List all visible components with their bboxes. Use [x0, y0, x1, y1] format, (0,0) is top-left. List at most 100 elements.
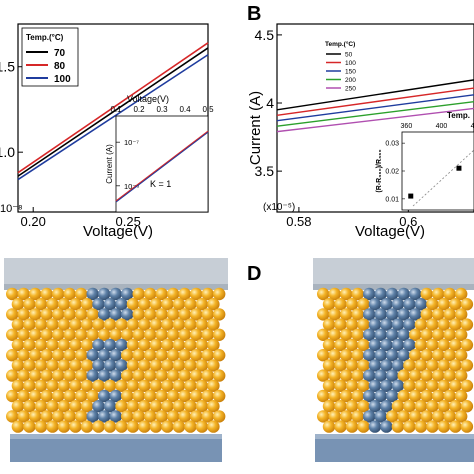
simulation-c-gold-atom — [167, 328, 180, 341]
simulation-c-gold-atom — [144, 328, 157, 341]
simulation-d-gold-atom — [455, 308, 468, 321]
simulation-c-gold-atom — [29, 308, 42, 321]
simulation-d-blue-atom — [374, 369, 387, 382]
simulation-c-gold-atom — [172, 338, 186, 352]
simulation-c-gold-atom — [6, 328, 19, 341]
simulation-d-gold-atom — [357, 338, 370, 352]
simulation-d-gold-atom — [403, 400, 416, 413]
simulation-d-gold-atom — [317, 369, 330, 382]
simulation-c-gold-atom — [75, 308, 88, 321]
simulation-c-gold-atom — [80, 298, 94, 311]
simulation-c-gold-atom — [57, 338, 71, 352]
simulation-c-gold-atom — [213, 308, 226, 321]
simulation-c-gold-atom — [52, 410, 65, 423]
simulation-c-gold-atom — [132, 287, 145, 301]
simulation-c-blue-atom — [92, 400, 105, 413]
simulation-d-gold-atom — [432, 369, 445, 382]
simulation-c-gold-atom — [190, 369, 203, 382]
simulation-d-blue-atom — [363, 349, 376, 362]
chart-b-y-tick-label: 4.5 — [255, 27, 275, 43]
simulation-d-blue-atom — [374, 410, 387, 423]
simulation-d-gold-atom — [414, 379, 428, 392]
simulation-d-blue-atom — [368, 338, 382, 352]
simulation-c-gold-atom — [213, 369, 226, 382]
simulation-c-gold-atom — [155, 287, 168, 301]
simulation-c-gold-atom — [126, 400, 140, 413]
simulation-c-blue-atom — [98, 308, 111, 321]
simulation-c-blue-atom — [109, 410, 122, 423]
simulation-c-gold-atom — [178, 410, 191, 423]
simulation-c-gold-atom — [161, 298, 174, 311]
simulation-d-gold-atom — [443, 328, 456, 341]
simulation-c-gold-atom — [115, 420, 128, 433]
simulation-c-gold-atom — [201, 410, 214, 423]
simulation-d-gold-atom — [351, 369, 364, 382]
chart-a-series-line-80 — [17, 42, 209, 174]
chart-b-inset-point — [408, 193, 414, 199]
panel-d-label: D — [247, 263, 261, 285]
simulation-c-gold-atom — [207, 338, 220, 352]
simulation-d-gold-atom — [426, 379, 439, 392]
simulation-c-gold-atom — [178, 287, 191, 301]
simulation-d-gold-atom — [460, 318, 474, 331]
simulation-c-gold-atom — [63, 308, 76, 321]
simulation-c-gold-atom — [172, 400, 186, 413]
simulation-d-gold-atom — [443, 369, 456, 382]
simulation-d-gold-atom — [443, 389, 456, 403]
simulation-c-gold-atom — [190, 349, 203, 362]
chart-a-legend-label: 100 — [54, 74, 71, 85]
simulation-c-gold-atom — [213, 349, 226, 362]
simulation-c-gold-atom — [184, 400, 197, 413]
simulation-c-gold-atom — [98, 328, 111, 341]
simulation-c-gold-atom — [207, 420, 220, 433]
simulation-c-gold-atom — [40, 369, 53, 382]
simulation-c-gold-atom — [149, 359, 163, 372]
simulation-c-gold-atom — [195, 298, 209, 311]
simulation-c-gold-atom — [126, 298, 140, 311]
simulation-c-gold-atom — [138, 318, 151, 331]
simulation-d-gold-atom — [351, 328, 364, 341]
simulation-c-blue-atom — [92, 298, 105, 311]
simulation-c-gold-atom — [103, 420, 117, 433]
simulation-c-gold-atom — [172, 420, 186, 433]
chart-b-legend-label: 200 — [345, 77, 356, 84]
simulation-c-gold-atom — [6, 287, 19, 301]
simulation-d-gold-atom — [322, 338, 336, 352]
simulation-c-gold-atom — [207, 359, 220, 372]
chart-a-inset-curve-red — [115, 130, 209, 202]
chart-a-y-tick-label: 1.5 — [0, 59, 15, 75]
simulation-d-gold-atom — [345, 359, 359, 372]
simulation-c-gold-atom — [172, 298, 186, 311]
simulation-d-gold-atom — [317, 328, 330, 341]
simulation-d-gold-atom — [455, 287, 468, 301]
simulation-c-gold-atom — [161, 359, 174, 372]
simulation-c-gold-atom — [57, 318, 71, 331]
simulation-c-gold-atom — [132, 389, 145, 403]
simulation-d-blue-atom — [380, 338, 393, 352]
simulation-c-gold-atom — [167, 308, 180, 321]
simulation-c-blue-atom — [92, 359, 105, 372]
simulation-d-gold-atom — [328, 308, 341, 321]
simulation-d-gold-atom — [414, 338, 428, 352]
simulation-c-gold-atom — [121, 389, 134, 403]
simulation-c-gold-atom — [121, 410, 134, 423]
simulation-c-gold-atom — [17, 308, 30, 321]
simulation-c-blue-atom — [86, 410, 99, 423]
simulation-c-gold-atom — [69, 359, 82, 372]
simulation-c-gold-atom — [144, 369, 157, 382]
simulation-d-gold-atom — [426, 318, 439, 331]
simulation-c-blue-atom — [103, 400, 117, 413]
simulation-c-gold-atom — [86, 328, 99, 341]
simulation-c — [4, 258, 228, 462]
simulation-c-gold-atom — [207, 379, 220, 392]
chart-a-inset-x-tick-label: 0.5 — [202, 105, 214, 114]
simulation-d-gold-atom — [317, 349, 330, 362]
chart-b-legend-label: 100 — [345, 60, 356, 67]
simulation-d-gold-atom — [414, 420, 428, 433]
simulation-c-gold-atom — [109, 328, 122, 341]
simulation-c-gold-atom — [57, 400, 71, 413]
simulation-d-gold-atom — [334, 379, 347, 392]
simulation-d-gold-atom — [437, 359, 451, 372]
simulation-c-gold-atom — [17, 410, 30, 423]
panel-b-label: B — [247, 3, 261, 25]
